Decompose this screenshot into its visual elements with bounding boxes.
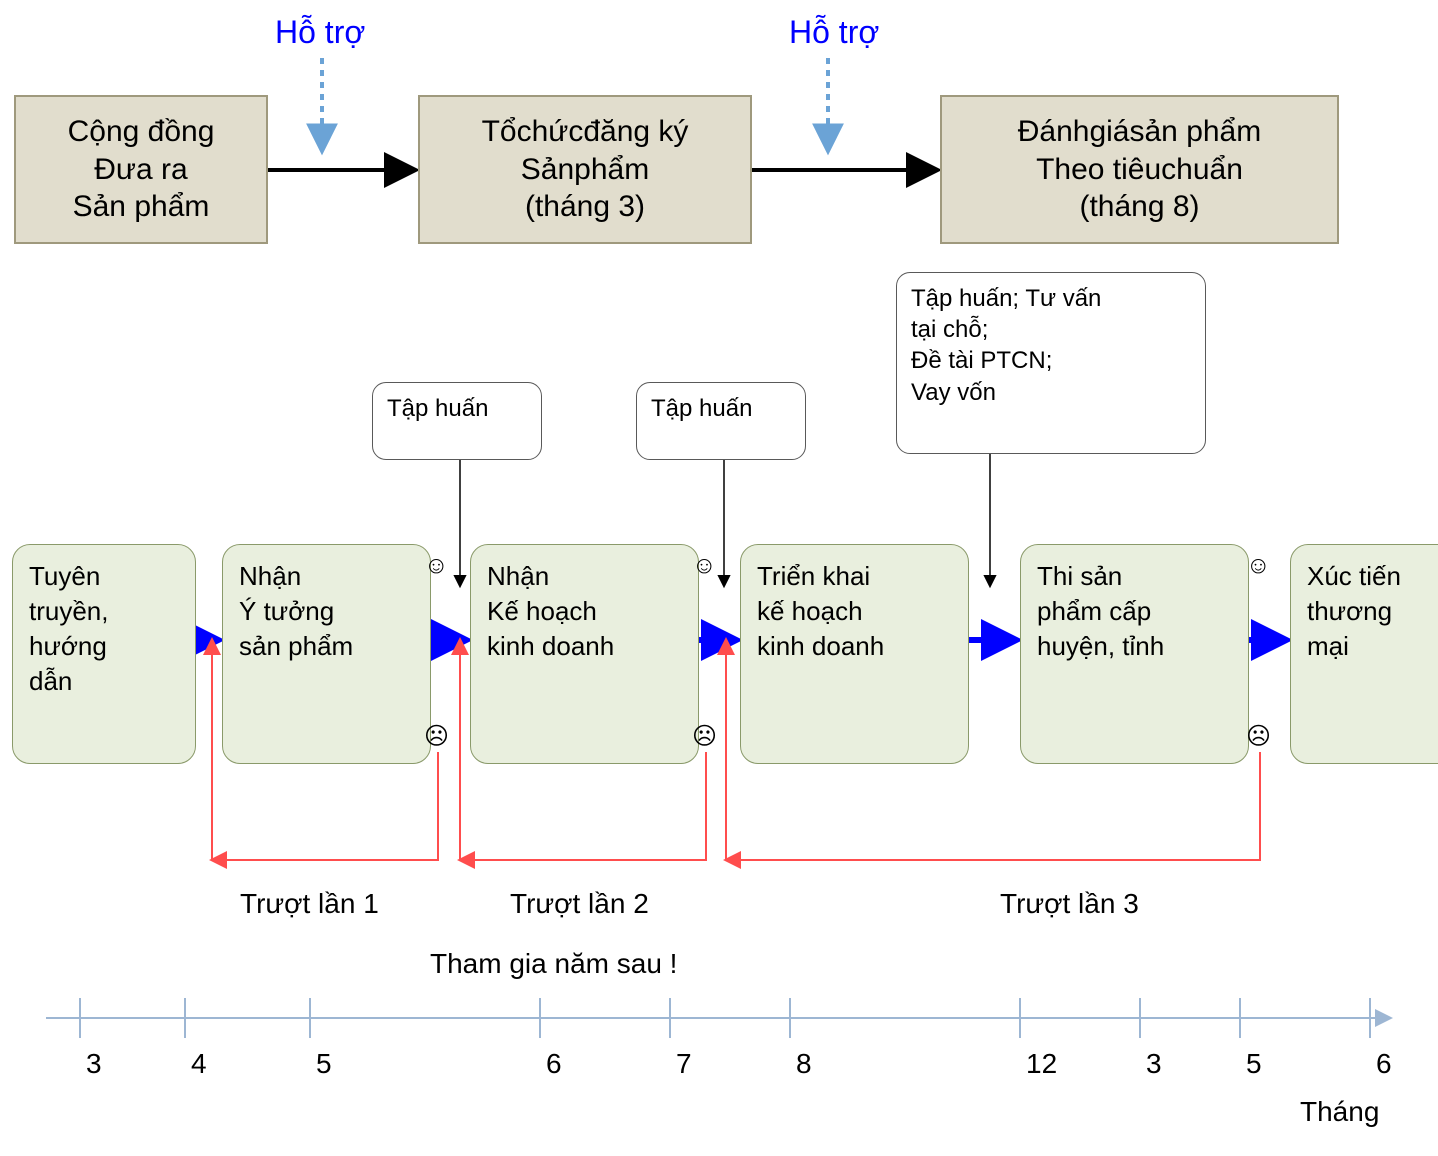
happy-face-1: ☺ — [692, 552, 717, 580]
sad-face-2: ☹ — [1246, 722, 1271, 751]
bubble-b1: Tập huấn — [372, 382, 542, 460]
tick-2: 5 — [316, 1048, 332, 1080]
tick-6: 12 — [1026, 1048, 1057, 1080]
step-s6: Xúc tiếnthươngmại — [1290, 544, 1438, 764]
bubble-b3: Tập huấn; Tư vấntại chỗ;Đề tài PTCN;Vay … — [896, 272, 1206, 454]
tham-gia-label: Tham gia năm sau ! — [430, 948, 677, 980]
tick-4: 7 — [676, 1048, 692, 1080]
top-box-tb1: Cộng đồngĐưa raSản phẩm — [14, 95, 268, 244]
step-s1: Tuyêntruyền,hướngdẫn — [12, 544, 196, 764]
sad-face-1: ☹ — [692, 722, 717, 751]
tick-7: 3 — [1146, 1048, 1162, 1080]
step-s3: NhậnKế hoạchkinh doanh — [470, 544, 699, 764]
top-box-tb2: Tổchứcđăng kýSảnphẩm(tháng 3) — [418, 95, 752, 244]
tick-0: 3 — [86, 1048, 102, 1080]
ho-tro-label-1: Hỗ trợ — [789, 14, 879, 51]
tick-5: 8 — [796, 1048, 812, 1080]
fail-label-0: Trượt lần 1 — [240, 888, 379, 920]
tick-3: 6 — [546, 1048, 562, 1080]
step-s2: NhậnÝ tưởngsản phẩm — [222, 544, 431, 764]
tick-8: 5 — [1246, 1048, 1262, 1080]
tick-1: 4 — [191, 1048, 207, 1080]
tick-9: 6 — [1376, 1048, 1392, 1080]
bubble-b2: Tập huấn — [636, 382, 806, 460]
axis-title: Tháng — [1300, 1096, 1379, 1128]
happy-face-2: ☺ — [1246, 552, 1271, 580]
step-s4: Triển khaikế hoạchkinh doanh — [740, 544, 969, 764]
ho-tro-label-0: Hỗ trợ — [275, 14, 365, 51]
sad-face-0: ☹ — [424, 722, 449, 751]
top-box-tb3: Đánhgiásản phẩmTheo tiêuchuẩn(tháng 8) — [940, 95, 1339, 244]
fail-label-1: Trượt lần 2 — [510, 888, 649, 920]
happy-face-0: ☺ — [424, 552, 449, 580]
fail-label-2: Trượt lần 3 — [1000, 888, 1139, 920]
step-s5: Thi sảnphẩm cấphuyện, tỉnh — [1020, 544, 1249, 764]
